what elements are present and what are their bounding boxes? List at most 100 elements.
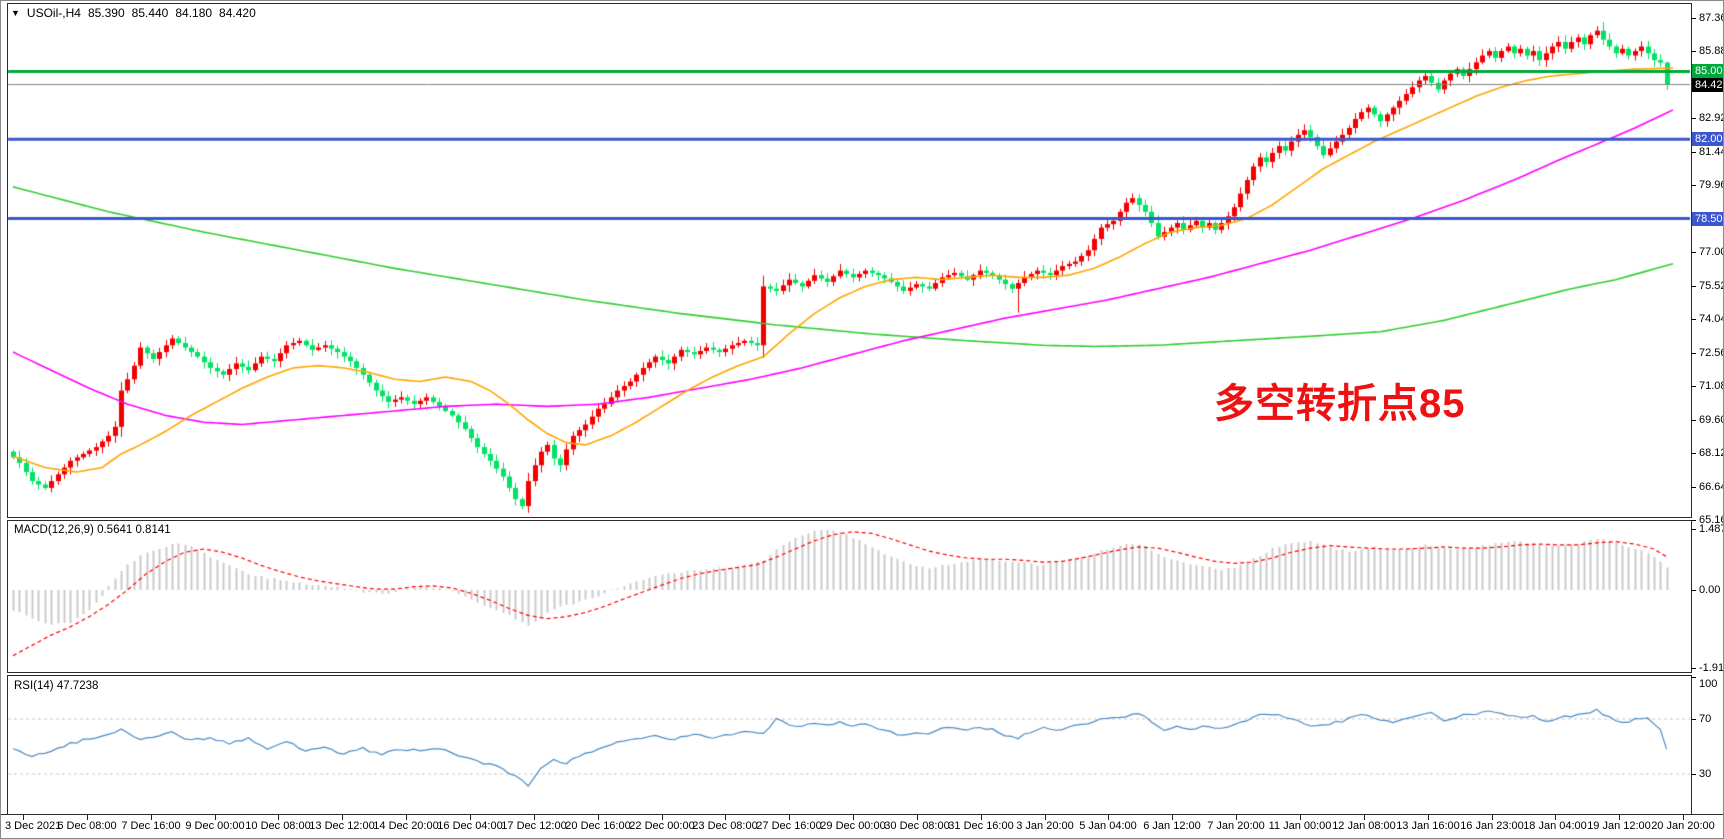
chevron-down-icon[interactable]: ▼ xyxy=(11,8,20,18)
symbol-info-bar: ▼ USOil-,H4 85.390 85.440 84.180 84.420 xyxy=(11,6,256,20)
price-tick-mark xyxy=(1691,319,1696,320)
rsi-tick-mark xyxy=(1691,677,1696,678)
price-badge: 84.420 xyxy=(1692,78,1723,92)
price-tick-label: 81.440 xyxy=(1699,146,1723,158)
time-tick-mark xyxy=(725,815,726,820)
time-tick-label: 12 Jan 08:00 xyxy=(1332,820,1396,832)
time-tick-label: 11 Jan 00:00 xyxy=(1268,820,1332,832)
symbol-period-label: USOil-,H4 xyxy=(26,6,81,20)
time-tick-label: 27 Dec 16:00 xyxy=(756,820,822,832)
price-badge: 85.000 xyxy=(1692,64,1723,78)
price-tick-mark xyxy=(1691,386,1696,387)
time-tick-mark xyxy=(1236,815,1237,820)
price-tick-label: 87.360 xyxy=(1699,12,1723,24)
price-tick-label: 71.080 xyxy=(1699,380,1723,392)
time-tick-label: 7 Dec 16:00 xyxy=(121,820,181,832)
time-tick-mark xyxy=(1683,815,1684,820)
time-tick-label: 13 Dec 12:00 xyxy=(309,820,375,832)
price-tick-label: 69.600 xyxy=(1699,414,1723,426)
time-tick-label: 16 Jan 23:00 xyxy=(1460,820,1524,832)
time-tick-mark xyxy=(215,815,216,820)
price-tick-mark xyxy=(1691,118,1696,119)
time-tick-label: 6 Dec 08:00 xyxy=(57,820,117,832)
time-tick-mark xyxy=(853,815,854,820)
price-tick-label: 65.160 xyxy=(1699,514,1723,526)
price-tick-mark xyxy=(1691,520,1696,521)
time-tick-label: 29 Dec 00:00 xyxy=(820,820,886,832)
time-tick-mark xyxy=(1045,815,1046,820)
price-tick-label: 74.040 xyxy=(1699,313,1723,325)
time-tick-label: 7 Jan 20:00 xyxy=(1207,820,1265,832)
price-tick-mark xyxy=(1691,487,1696,488)
rsi-tick-label: 100 xyxy=(1699,678,1718,690)
time-tick-mark xyxy=(1364,815,1365,820)
low-value: 84.180 xyxy=(175,6,213,20)
time-tick-label: 22 Dec 00:00 xyxy=(629,820,695,832)
time-tick-label: 16 Dec 04:00 xyxy=(437,820,503,832)
price-tick-mark xyxy=(1691,185,1696,186)
time-tick-mark xyxy=(1619,815,1620,820)
time-tick-label: 23 Dec 08:00 xyxy=(692,820,758,832)
time-tick-label: 20 Jan 20:00 xyxy=(1651,820,1715,832)
time-tick-label: 31 Dec 16:00 xyxy=(948,820,1014,832)
price-badge: 78.500 xyxy=(1692,212,1723,226)
high-value: 85.440 xyxy=(131,6,169,20)
time-tick-mark xyxy=(1428,815,1429,820)
price-tick-mark xyxy=(1691,152,1696,153)
price-tick-mark xyxy=(1691,18,1696,19)
time-tick-mark xyxy=(1300,815,1301,820)
time-tick-label: 20 Dec 16:00 xyxy=(565,820,631,832)
time-tick-mark xyxy=(1108,815,1109,820)
price-tick-label: 77.000 xyxy=(1699,246,1723,258)
rsi-tick-label: 70 xyxy=(1699,713,1712,725)
macd-tick-mark xyxy=(1691,590,1696,591)
time-tick-mark xyxy=(1172,815,1173,820)
open-value: 85.390 xyxy=(87,6,125,20)
macd-tick-label: 0.00 xyxy=(1699,584,1721,596)
time-tick-mark xyxy=(406,815,407,820)
macd-tick-mark xyxy=(1691,668,1696,669)
time-tick-mark xyxy=(470,815,471,820)
time-tick-mark xyxy=(342,815,343,820)
time-tick-label: 6 Jan 12:00 xyxy=(1143,820,1201,832)
time-tick-mark xyxy=(662,815,663,820)
price-badge: 82.000 xyxy=(1692,132,1723,146)
price-tick-label: 66.640 xyxy=(1699,481,1723,493)
time-tick-mark xyxy=(534,815,535,820)
price-tick-mark xyxy=(1691,252,1696,253)
price-tick-label: 68.120 xyxy=(1699,447,1723,459)
time-tick-mark xyxy=(1492,815,1493,820)
macd-tick-label: 1.4879 xyxy=(1699,523,1723,535)
time-tick-label: 19 Jan 12:00 xyxy=(1587,820,1651,832)
price-tick-mark xyxy=(1691,420,1696,421)
price-tick-mark xyxy=(1691,453,1696,454)
rsi-indicator-label: RSI(14) 47.7238 xyxy=(14,680,99,692)
macd-indicator-label: MACD(12,26,9) 0.5641 0.8141 xyxy=(14,524,171,536)
time-tick-label: 10 Dec 08:00 xyxy=(245,820,311,832)
time-tick-mark xyxy=(598,815,599,820)
rsi-tick-label: 30 xyxy=(1699,768,1712,780)
time-tick-mark xyxy=(981,815,982,820)
time-tick-mark xyxy=(23,815,24,820)
time-tick-label: 9 Dec 00:00 xyxy=(185,820,245,832)
price-tick-mark xyxy=(1691,353,1696,354)
macd-tick-label: -1.91 xyxy=(1699,662,1724,674)
time-tick-label: 18 Jan 04:00 xyxy=(1523,820,1587,832)
time-tick-mark xyxy=(1555,815,1556,820)
price-tick-label: 79.960 xyxy=(1699,179,1723,191)
close-value: 84.420 xyxy=(219,6,256,20)
time-tick-label: 5 Jan 04:00 xyxy=(1079,820,1137,832)
time-tick-label: 13 Jan 16:00 xyxy=(1396,820,1460,832)
time-tick-mark xyxy=(789,815,790,820)
price-tick-label: 72.560 xyxy=(1699,347,1723,359)
rsi-tick-mark xyxy=(1691,774,1696,775)
time-tick-mark xyxy=(917,815,918,820)
price-tick-label: 85.880 xyxy=(1699,45,1723,57)
bull-bear-turning-point-annotation[interactable]: 多空转折点85 xyxy=(1214,382,1466,426)
time-tick-mark xyxy=(87,815,88,820)
price-tick-label: 75.520 xyxy=(1699,280,1723,292)
price-tick-label: 82.920 xyxy=(1699,112,1723,124)
macd-tick-mark xyxy=(1691,529,1696,530)
